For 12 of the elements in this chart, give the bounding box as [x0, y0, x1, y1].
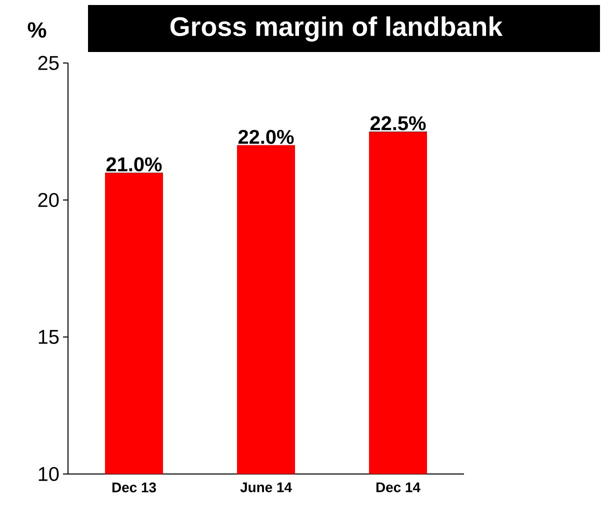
x-tick-label: June 14 [240, 482, 292, 492]
data-label: 21.0% [106, 157, 162, 172]
y-tick-label: 20 [38, 192, 59, 208]
data-label: 22.0% [238, 130, 294, 144]
data-label: 22.5% [370, 116, 426, 130]
x-tick-label: Dec 13 [112, 482, 156, 492]
y-tick-label: 25 [38, 56, 59, 70]
y-tick-label: 15 [38, 330, 59, 344]
y-tick-label: 10 [38, 466, 59, 482]
x-tick-label: Dec 14 [376, 482, 420, 492]
chart-title: Gross margin of landbank [170, 16, 503, 42]
y-axis-title: % [28, 22, 46, 38]
